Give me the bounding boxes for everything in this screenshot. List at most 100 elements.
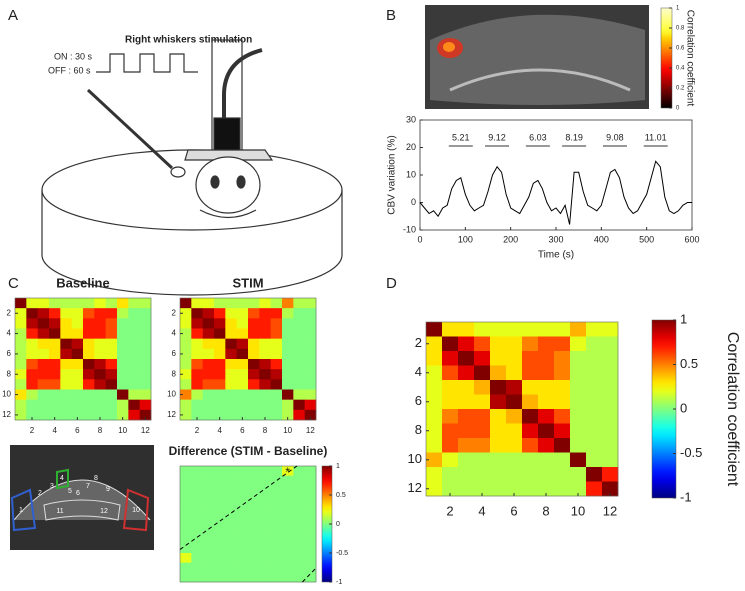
heatmap-cell [259,308,271,319]
heatmap-cell [105,379,118,390]
heatmap-cell [60,399,72,411]
y-axis-label: CBV variation (%) [387,135,398,214]
heatmap-cell [293,533,305,544]
heatmap-cell [26,359,38,370]
heatmap-cell [180,562,192,573]
heatmap-cell [426,409,443,424]
heatmap-cell [282,338,294,350]
colorbar-tick-label: 0.6 [676,46,685,52]
heatmap-cell [293,298,305,309]
heatmap-cell [139,308,152,319]
heatmap-cell [293,543,305,554]
y-tick-label: 0 [411,197,416,207]
heatmap-cell [214,359,226,370]
peak-label: 6.03 [529,132,547,142]
heatmap-cell [570,322,587,337]
heatmap-cell [37,369,50,380]
heatmap-cell [60,348,72,360]
heatmap-cell [506,467,523,482]
heatmap-cell [522,380,539,395]
y-tick-label: 10 [408,451,422,466]
heatmap-cell [538,380,555,395]
heatmap-cell [586,438,603,453]
heatmap-cell [522,452,539,468]
heatmap-cell [293,572,305,583]
heatmap-cell [304,514,317,525]
heatmap-cell [304,348,317,360]
heatmap-cell [270,389,283,400]
heatmap-cell [94,328,106,339]
heatmap-cell [49,318,61,329]
heatmap-cell [602,394,619,410]
heatmap-cell [259,562,271,573]
heatmap-cell [458,423,475,439]
heatmap-cell [15,409,27,421]
heatmap-cell [26,338,38,350]
heatmap-cell [214,495,226,505]
heatmap-cell [248,562,260,573]
heatmap-cell [26,348,38,360]
heatmap-cell [570,336,587,352]
heatmap-cell [26,399,38,411]
heatmap-cell [259,495,271,505]
off-label: OFF : 60 s [48,65,91,75]
heatmap-cell [554,409,571,424]
diagonal [302,567,317,583]
platform-top [41,149,343,231]
heatmap-cell [304,475,317,486]
heatmap-cell [117,308,129,319]
heatmap-cell [259,533,271,544]
heatmap-cell [180,495,192,505]
heatmap-cell [105,328,118,339]
heatmap-cell [49,399,61,411]
heatmap-cell [94,318,106,329]
heatmap-cell [15,369,27,380]
heatmap-cell [94,399,106,411]
heatmap-cell [293,485,305,496]
x-tick-label: 4 [478,503,485,518]
y-tick-label: 10 [2,390,11,399]
heatmap-cell [304,562,317,573]
heatmap-cell [128,298,140,309]
heatmap-cell [474,322,491,337]
heatmap-cell [293,399,305,411]
heatmap-title: Baseline [56,275,109,290]
heatmap-cell [49,369,61,380]
x-tick-label: 100 [458,234,473,244]
heatmap-cell [602,423,619,439]
heatmap-cell [191,328,203,339]
heatmap-cell [225,379,237,390]
heatmap-cell [117,409,129,421]
heatmap-cell [105,318,118,329]
heatmap-cell [26,379,38,390]
heatmap-cell [293,514,305,525]
x-tick-label: 12 [141,426,150,435]
heatmap-cell [202,338,215,350]
heatmap-cell [270,348,283,360]
heatmap-cell [191,543,203,554]
heatmap-cell [180,553,192,563]
heatmap-cell [442,380,459,395]
heatmap-cell [15,298,27,309]
heatmap-cell [139,318,152,329]
heatmap-cell [282,318,294,329]
heatmap-cell [105,389,118,400]
heatmap-cell [191,553,203,563]
colorbar-tick-label: -1 [336,579,342,586]
heatmap-cell [304,495,317,505]
heatmap-cell [259,359,271,370]
heatmap-cell [214,348,226,360]
heatmap-cell [293,409,305,421]
heatmap-cell [180,466,192,476]
heatmap-cell [304,524,317,534]
heatmap-cell [490,336,507,352]
heatmap-cell [202,359,215,370]
heatmap-cell [293,379,305,390]
cbv-trace [419,160,692,225]
heatmap-cell [490,438,507,453]
panel-label: D [386,275,397,292]
heatmap-cell [522,409,539,424]
heatmap-cell [83,318,95,329]
peak-label: 5.21 [452,132,470,142]
heatmap-cell [259,328,271,339]
